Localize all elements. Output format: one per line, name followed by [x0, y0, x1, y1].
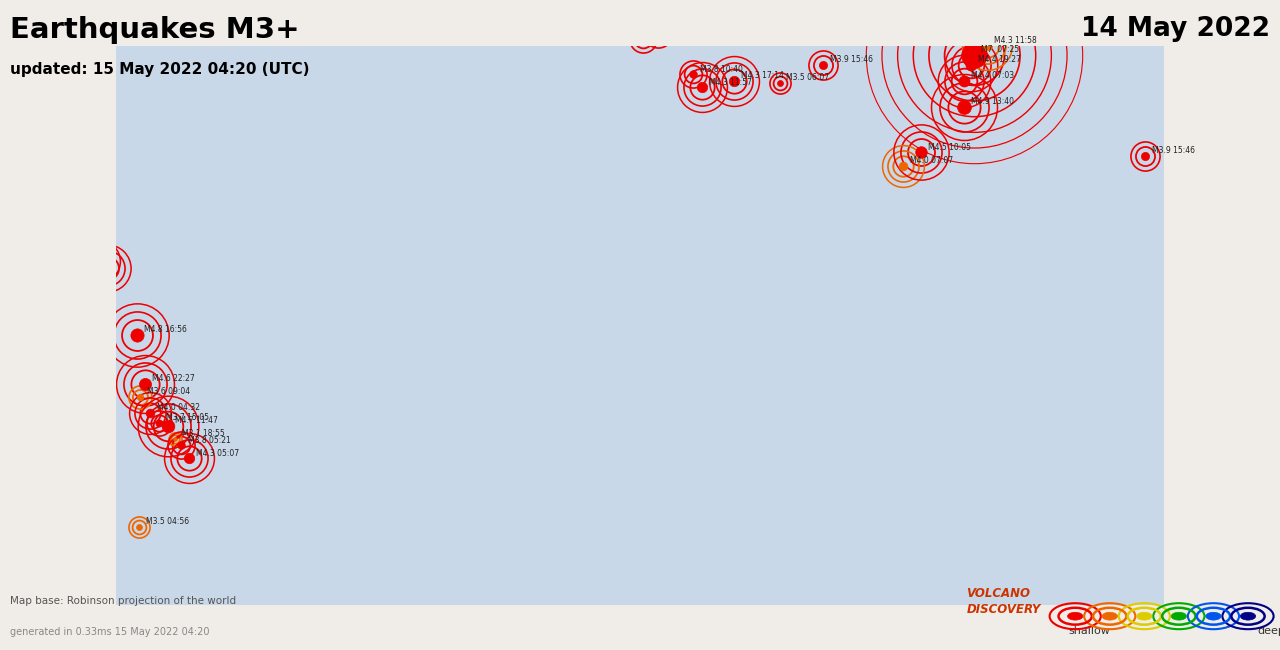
Text: M3.8 05:21: M3.8 05:21 [188, 436, 232, 445]
Text: M4.3 11:57: M4.3 11:57 [709, 77, 751, 86]
Text: 14 May 2022: 14 May 2022 [1080, 16, 1270, 42]
Text: M3.6 09:04: M3.6 09:04 [147, 387, 189, 396]
Text: M3.1 18:55: M3.1 18:55 [182, 429, 225, 438]
Text: Earthquakes M3+: Earthquakes M3+ [10, 16, 300, 44]
Text: shallow: shallow [1069, 626, 1111, 636]
Text: M4.3 05:07: M4.3 05:07 [196, 448, 238, 458]
Text: M3.5 06:07: M3.5 06:07 [786, 73, 829, 82]
Text: M3.5 04:56: M3.5 04:56 [146, 517, 189, 526]
Text: M4.7 11:47: M4.7 11:47 [175, 416, 218, 425]
Text: VOLCANO
DISCOVERY: VOLCANO DISCOVERY [966, 587, 1041, 616]
Text: generated in 0.33ms 15 May 2022 04:20: generated in 0.33ms 15 May 2022 04:20 [10, 627, 210, 637]
Text: M4.0 04:32: M4.0 04:32 [156, 403, 200, 412]
Text: updated: 15 May 2022 04:20 (UTC): updated: 15 May 2022 04:20 (UTC) [10, 62, 310, 77]
Text: M4.0 07:07: M4.0 07:07 [910, 156, 954, 164]
Text: Map base: Robinson projection of the world: Map base: Robinson projection of the wor… [10, 596, 237, 606]
Text: M3.8 10:40: M3.8 10:40 [700, 65, 744, 73]
Text: M3.9 15:46: M3.9 15:46 [829, 55, 873, 64]
Text: M7  07:25: M7 07:25 [980, 46, 1019, 55]
Text: M3.7 15:05: M3.7 15:05 [166, 413, 209, 422]
Text: M4.3 11:58: M4.3 11:58 [993, 36, 1037, 45]
Text: M3.9 15:46: M3.9 15:46 [1152, 146, 1196, 155]
Text: M4.5 10:05: M4.5 10:05 [928, 143, 972, 151]
Text: M4.8 16:56: M4.8 16:56 [145, 325, 187, 334]
Text: M4.3 17:14: M4.3 17:14 [741, 71, 783, 80]
Text: M4.9 13:40: M4.9 13:40 [972, 97, 1014, 106]
Text: M4.4 07:03: M4.4 07:03 [972, 71, 1014, 80]
Text: M4.6 22:27: M4.6 22:27 [151, 374, 195, 383]
Text: M4.4 19:27: M4.4 19:27 [978, 55, 1021, 64]
Text: deep: deep [1257, 626, 1280, 636]
